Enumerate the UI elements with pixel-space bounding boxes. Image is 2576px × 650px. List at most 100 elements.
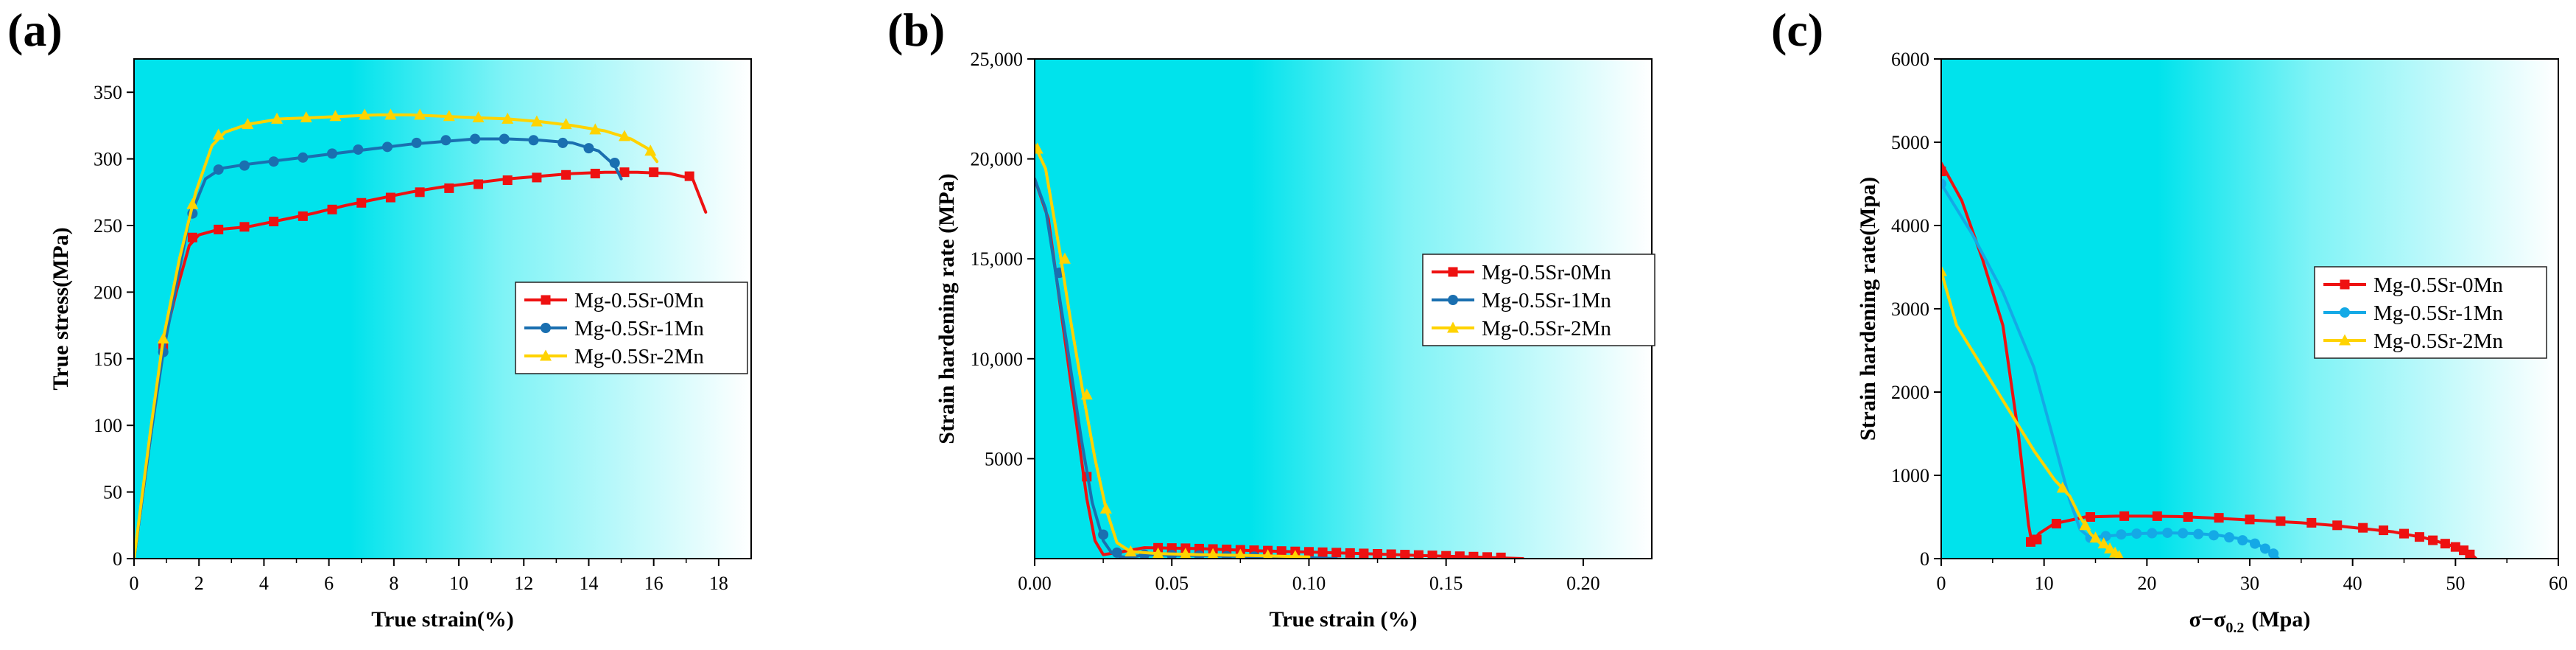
data-point-c-mg-0-5sr-0mn [2428,535,2438,545]
data-point-a-mg-0-5sr-1mn [528,135,539,146]
data-point-a-mg-0-5sr-2mn [618,130,630,141]
data-point-b-mg-0-5sr-0mn [1496,552,1506,559]
y-axis-title-b: Strain hardening rate (MPa) [935,173,959,444]
y-tick-label-c: 6000 [1891,49,1929,70]
data-point-b-mg-0-5sr-0mn [1317,547,1328,557]
data-point-a-mg-0-5sr-1mn [268,156,279,167]
data-point-a-mg-0-5sr-0mn [298,211,308,221]
data-point-a-mg-0-5sr-2mn [271,112,284,124]
data-point-c-mg-0-5sr-1mn [2100,531,2111,542]
legend-marker-b-mg-0-5sr-0mn [1448,267,1458,277]
data-point-b-mg-0-5sr-2mn [1058,252,1071,264]
data-point-a-mg-0-5sr-2mn [414,108,426,120]
plot-frame-a [133,58,752,559]
x-tick-label-a: 12 [514,573,533,594]
x-tick-label-b: 0.15 [1429,573,1463,594]
data-point-c-mg-0-5sr-2mn [2079,519,2091,531]
data-point-c-mg-0-5sr-2mn [2097,537,2110,549]
data-point-b-mg-0-5sr-2mn [1262,549,1273,559]
x-axis-title-a: True strain(%) [371,607,514,632]
data-point-c-mg-0-5sr-2mn [1941,265,1947,276]
data-point-c-mg-0-5sr-0mn [2183,512,2193,522]
data-point-c-mg-0-5sr-0mn [2051,519,2061,529]
x-axis-title-b: True strain (%) [1269,607,1417,632]
data-point-c-mg-0-5sr-0mn [2086,512,2096,522]
data-point-c-mg-0-5sr-1mn [2237,535,2248,546]
y-tick-label-a: 250 [94,215,122,237]
data-point-a-mg-0-5sr-2mn [644,144,657,156]
data-point-a-mg-0-5sr-0mn [444,183,454,193]
legend-label-c-mg-0-5sr-0mn: Mg-0.5Sr-0Mn [2373,273,2503,297]
data-point-c-mg-0-5sr-0mn [1941,167,1946,177]
x-axis-title-unit: (Mpa) [2251,607,2310,632]
series-group-a [134,108,708,559]
x-tick-label-b: 0.20 [1566,573,1600,594]
data-point-a-mg-0-5sr-2mn [300,111,312,123]
data-point-c-mg-0-5sr-0mn [2306,517,2317,528]
legend-label-b-mg-0-5sr-1mn: Mg-0.5Sr-1Mn [1482,289,1611,312]
y-tick-label-a: 200 [94,282,122,303]
data-point-b-mg-0-5sr-0mn [1441,551,1451,559]
data-point-c-mg-0-5sr-0mn [2440,539,2450,549]
data-point-a-mg-0-5sr-2mn [589,123,602,135]
data-point-b-mg-0-5sr-1mn [1111,547,1122,558]
data-point-b-mg-0-5sr-2mn [1125,545,1137,557]
y-tick-label-a: 100 [94,415,122,436]
data-point-b-mg-0-5sr-0mn [1427,551,1437,559]
x-tick-label-b: 0.05 [1155,573,1189,594]
legend-label-a-mg-0-5sr-2mn: Mg-0.5Sr-2Mn [574,345,704,368]
data-point-c-mg-0-5sr-0mn [2276,516,2286,526]
data-point-a-mg-0-5sr-0mn [561,170,571,180]
x-tick-label-a: 16 [644,573,664,594]
data-point-c-mg-0-5sr-0mn [2032,534,2042,545]
data-point-a-mg-0-5sr-1mn [440,135,451,146]
data-point-b-mg-0-5sr-0mn [1345,548,1355,558]
data-point-c-mg-0-5sr-0mn [2214,513,2224,523]
legend-marker-c-mg-0-5sr-2mn [2339,334,2351,346]
legend-label-c-mg-0-5sr-1mn: Mg-0.5Sr-1Mn [2373,301,2503,325]
data-point-b-mg-0-5sr-2mn [1207,548,1219,559]
x-tick-label-a: 8 [389,573,398,594]
x-tick-label-a: 6 [324,573,334,594]
data-point-b-mg-0-5sr-2mn [1290,550,1301,559]
x-tick-label-c: 40 [2343,573,2362,594]
data-point-b-mg-0-5sr-0mn [1303,547,1314,557]
y-tick-label-c: 0 [1920,548,1929,570]
y-tick-label-a: 350 [94,82,122,103]
y-axis-title-a: True stress(MPa) [49,227,73,390]
series-group-c [1941,161,2478,559]
data-point-c-mg-0-5sr-1mn [2147,528,2158,539]
data-point-c-mg-0-5sr-0mn [2465,549,2475,559]
data-point-a-mg-0-5sr-2mn [384,108,397,120]
data-point-a-mg-0-5sr-2mn [502,112,514,124]
data-point-b-mg-0-5sr-0mn [1359,548,1369,559]
data-point-b-mg-0-5sr-2mn [1152,547,1164,559]
legend-marker-a-mg-0-5sr-2mn [540,349,552,361]
data-point-c-mg-0-5sr-0mn [2399,528,2409,539]
data-point-a-mg-0-5sr-1mn [298,152,309,163]
data-point-a-mg-0-5sr-2mn [212,128,225,140]
data-point-c-mg-0-5sr-0mn [2245,514,2255,525]
data-point-c-mg-0-5sr-0mn [2358,523,2368,533]
data-point-c-mg-0-5sr-1mn [2259,543,2270,554]
x-tick-label-a: 10 [449,573,468,594]
chart-a: 0 2 4 6 8 10 12 14 16 18 0 50 100 150 200 250 300 350 True… [49,58,752,632]
legend-marker-b-mg-0-5sr-1mn [1448,295,1458,305]
x-axis-title-c: σ−σ0.2 (Mpa) [2189,607,2311,636]
y-tick-label-b: 10,000 [971,349,1024,370]
data-point-c-mg-0-5sr-1mn [1941,178,1946,189]
series-group-b [1035,142,1524,559]
data-point-b-mg-0-5sr-2mn [1080,388,1093,400]
data-point-a-mg-0-5sr-2mn [329,110,342,122]
data-point-b-mg-0-5sr-0mn [1166,543,1177,553]
data-point-c-mg-0-5sr-0mn [2414,532,2424,542]
data-point-b-mg-0-5sr-0mn [1413,550,1424,559]
data-point-a-mg-0-5sr-1mn [499,133,510,144]
x-tick-label-a: 14 [579,573,598,594]
data-point-a-mg-0-5sr-0mn [502,175,513,186]
y-tick-label-c: 3000 [1891,298,1929,320]
data-point-a-mg-0-5sr-0mn [385,192,395,203]
data-point-a-mg-0-5sr-1mn [353,144,364,155]
y-tick-label-b: 20,000 [971,149,1024,170]
